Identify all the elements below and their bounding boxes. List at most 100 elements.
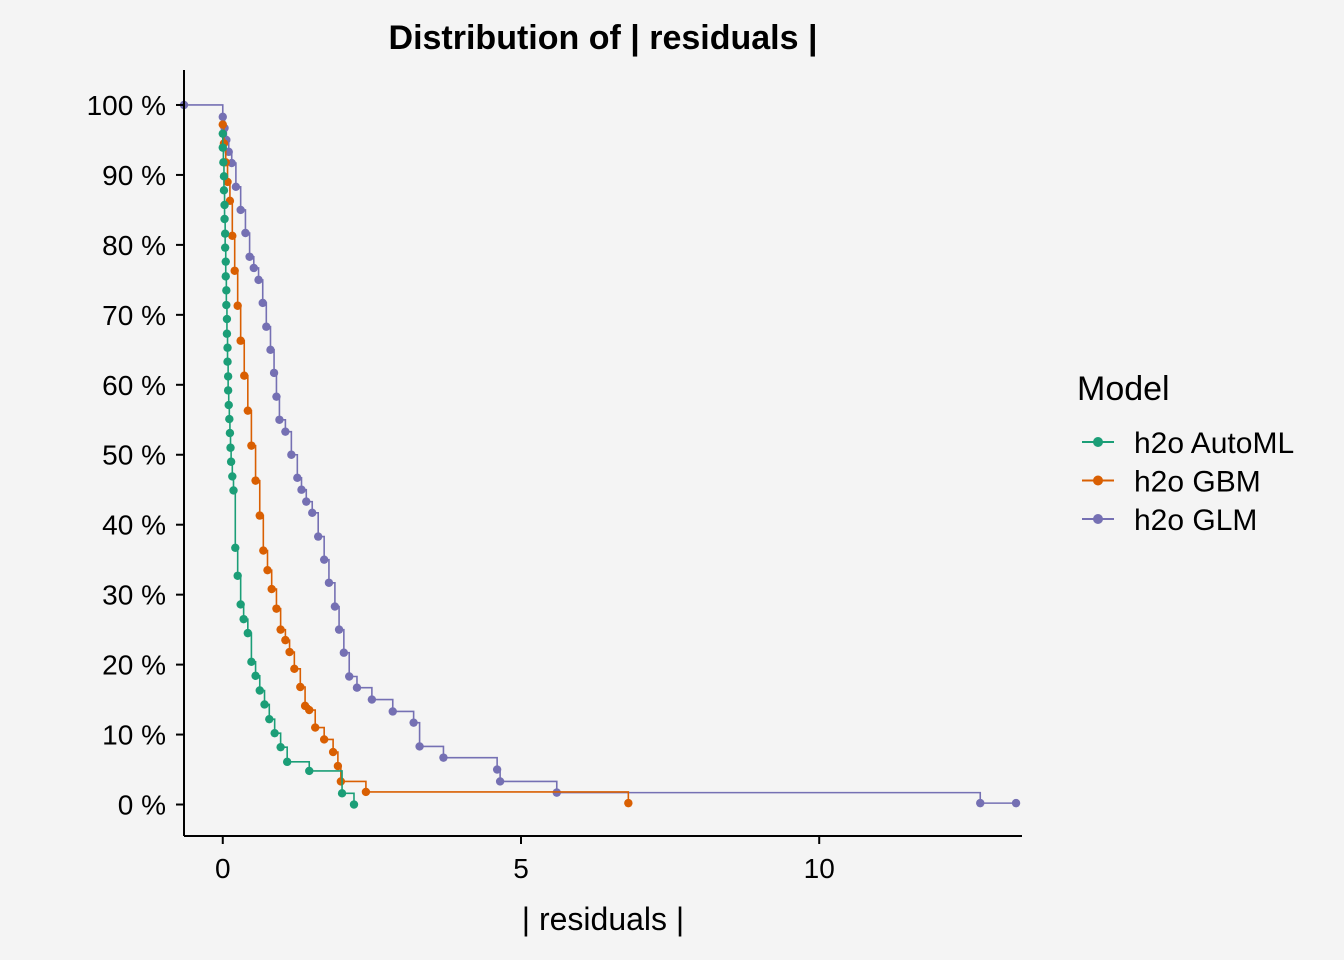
data-point	[226, 443, 235, 452]
data-point	[267, 584, 276, 594]
data-point	[224, 400, 233, 410]
data-point	[233, 571, 242, 580]
data-point	[415, 742, 424, 751]
y-tick-label: 30 %	[102, 580, 166, 611]
data-point	[236, 600, 245, 609]
data-point	[259, 546, 268, 555]
data-point	[305, 705, 314, 715]
y-tick-label: 50 %	[102, 440, 166, 471]
y-tick-label: 40 %	[102, 510, 166, 541]
legend-label: h2o AutoML	[1134, 427, 1294, 460]
data-point	[266, 345, 275, 355]
data-point	[222, 329, 232, 338]
data-point	[263, 565, 272, 575]
data-point	[311, 723, 320, 732]
data-point	[296, 682, 305, 692]
data-point	[243, 406, 253, 415]
data-point	[228, 231, 237, 240]
data-point	[361, 787, 371, 797]
y-tick-label: 60 %	[102, 370, 166, 401]
x-tick-label: 5	[513, 853, 529, 884]
y-tick-label: 10 %	[102, 720, 166, 751]
data-point	[308, 508, 317, 518]
data-point	[287, 450, 296, 459]
data-point	[251, 671, 260, 681]
data-point	[231, 182, 241, 192]
data-point	[241, 228, 250, 238]
data-point	[272, 392, 281, 401]
data-point	[220, 214, 229, 224]
data-point	[243, 628, 253, 638]
data-point	[251, 476, 260, 485]
data-point	[236, 336, 245, 345]
data-point	[367, 695, 377, 704]
data-point	[330, 602, 340, 611]
data-point	[276, 742, 285, 752]
data-point	[223, 386, 233, 395]
legend-label: h2o GLM	[1134, 504, 1257, 537]
data-point	[223, 372, 233, 381]
series-h2o-glm	[179, 100, 1021, 808]
legend-item: h2o GBM	[1082, 466, 1261, 499]
y-tick-label: 90 %	[102, 160, 166, 191]
data-point	[218, 143, 227, 152]
data-point	[225, 428, 235, 438]
data-point	[220, 200, 229, 210]
data-point	[221, 257, 230, 266]
data-point	[220, 229, 230, 238]
x-axis-ticks: 0 5 10	[215, 836, 835, 884]
data-point	[281, 635, 290, 645]
data-point	[272, 604, 281, 613]
y-axis-ticks: 0 % 10 % 20 % 30 % 40 % 50 % 60 % 70 % 80 % 90 % 1…	[87, 90, 184, 821]
data-point	[285, 647, 294, 657]
legend-item: h2o AutoML	[1082, 427, 1294, 460]
data-point	[245, 252, 254, 261]
data-point	[281, 427, 290, 436]
data-point	[276, 625, 285, 634]
data-point	[247, 657, 256, 667]
data-point	[388, 707, 397, 716]
data-point	[219, 186, 229, 195]
legend-item: h2o GLM	[1082, 504, 1257, 537]
data-point	[233, 301, 242, 310]
plot-area	[179, 100, 1021, 809]
data-point	[255, 686, 264, 695]
data-point	[324, 578, 334, 587]
data-point	[221, 272, 230, 281]
data-point	[247, 441, 256, 450]
x-axis-title: | residuals |	[522, 901, 684, 937]
data-point	[226, 457, 236, 466]
data-point	[328, 747, 338, 757]
data-point	[333, 761, 343, 771]
data-point	[219, 172, 229, 181]
legend-label: h2o GBM	[1134, 466, 1261, 499]
data-point	[349, 800, 359, 809]
data-point	[337, 789, 347, 798]
legend-key-marker	[1093, 437, 1103, 447]
y-tick-label: 20 %	[102, 650, 166, 681]
data-point	[319, 555, 329, 564]
x-tick-label: 0	[215, 853, 231, 884]
data-point	[222, 286, 231, 295]
data-point	[223, 357, 232, 366]
data-point	[240, 371, 249, 380]
data-point	[297, 485, 306, 494]
data-point	[218, 120, 227, 129]
data-point	[409, 718, 418, 727]
data-point	[976, 798, 985, 808]
data-point	[262, 322, 271, 331]
data-point	[352, 683, 362, 692]
data-point	[1011, 798, 1021, 808]
data-point	[313, 532, 323, 541]
data-point	[439, 753, 448, 762]
data-point	[230, 266, 239, 275]
data-point	[258, 298, 267, 308]
legend-title: Model	[1077, 370, 1170, 408]
data-point	[336, 777, 346, 786]
data-point	[220, 243, 230, 252]
data-point	[334, 625, 344, 634]
series-h2o-gbm	[218, 120, 633, 808]
data-point	[224, 147, 233, 157]
data-point	[305, 766, 314, 776]
